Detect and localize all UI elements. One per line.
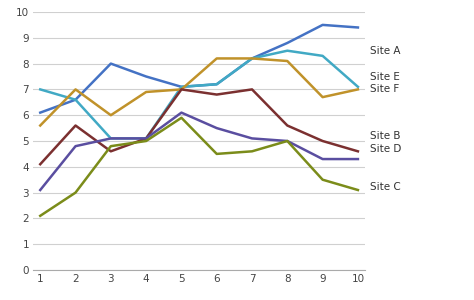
Text: Site D: Site D	[370, 144, 401, 154]
Text: Site C: Site C	[370, 182, 401, 192]
Text: Site A: Site A	[370, 46, 401, 56]
Text: Site E: Site E	[370, 71, 400, 82]
Text: Site B: Site B	[370, 131, 401, 141]
Text: Site F: Site F	[370, 84, 400, 94]
